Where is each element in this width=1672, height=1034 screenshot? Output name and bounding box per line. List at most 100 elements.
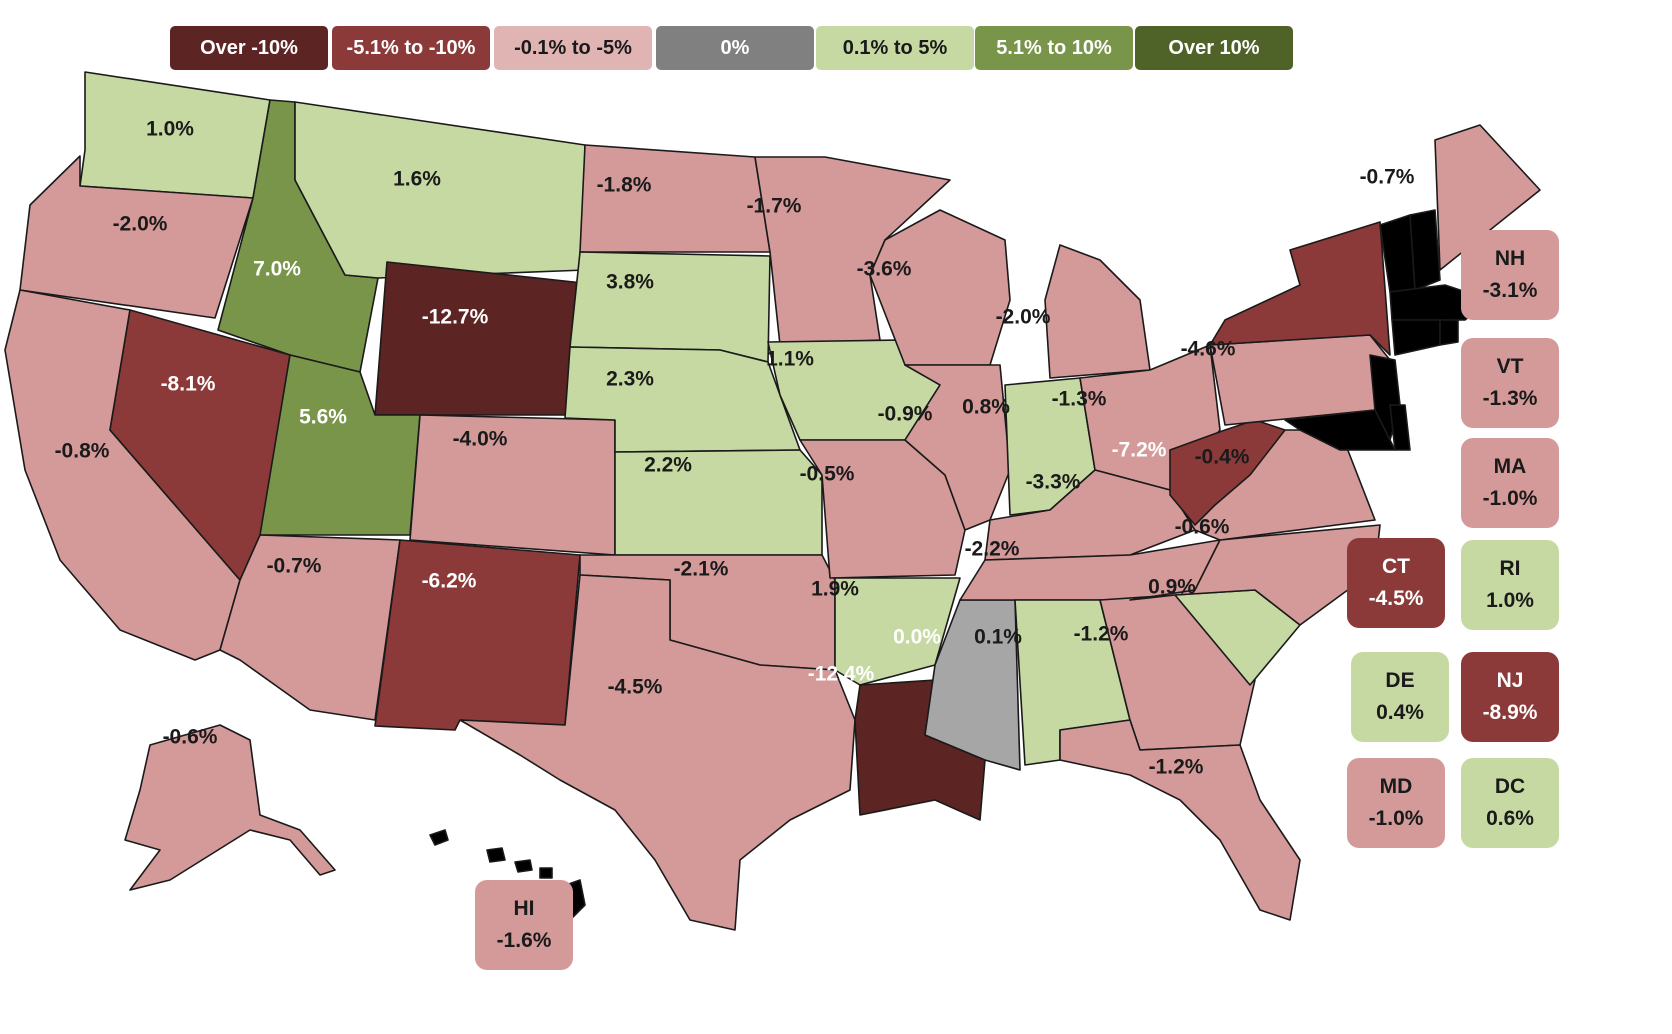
legend-label: -0.1% to -5%: [514, 36, 632, 59]
callout-value: 0.4%: [1376, 701, 1424, 724]
callout-state-code: CT: [1382, 555, 1410, 578]
callout-HI: HI -1.6%: [475, 880, 573, 970]
callout-state-code: NJ: [1496, 669, 1524, 692]
state-value-TX: -4.5%: [608, 676, 663, 699]
legend-chip-6: Over 10%: [1135, 26, 1293, 70]
state-ND: [579, 144, 771, 253]
state-value-KY: -3.3%: [1026, 471, 1081, 494]
state-value-CO: -4.0%: [453, 428, 508, 451]
state-value-NY: -7.2%: [1220, 270, 1275, 293]
state-value-PA: -4.6%: [1181, 338, 1236, 361]
legend-chip-4: 0.1% to 5%: [816, 26, 974, 70]
state-value-SC: 0.9%: [1148, 576, 1196, 599]
state-value-SD: 3.8%: [606, 271, 654, 294]
state-value-ID: 7.0%: [253, 258, 301, 281]
state-MD: [1284, 409, 1396, 451]
state-value-AL: 0.1%: [974, 626, 1022, 649]
state-value-OH: -1.3%: [1052, 388, 1107, 411]
callout-state-code: NH: [1494, 247, 1526, 270]
callout-value: -4.5%: [1368, 587, 1424, 610]
legend-label: Over -10%: [200, 36, 298, 59]
state-DE: [1389, 404, 1411, 451]
state-value-AZ: -0.7%: [267, 555, 322, 578]
callout-state-code: DC: [1494, 775, 1526, 798]
state-value-VA: -0.4%: [1195, 446, 1250, 469]
state-value-KS: 2.2%: [644, 454, 692, 477]
callout-state-code: DE: [1385, 669, 1415, 692]
state-value-NE: 2.3%: [606, 368, 654, 391]
state-NH: [1409, 209, 1441, 291]
state-value-NC: -0.6%: [1175, 516, 1230, 539]
callout-value: 1.0%: [1486, 589, 1534, 612]
callout-state-code: VT: [1496, 355, 1524, 378]
callout-state-code: HI: [513, 897, 535, 920]
state-value-FL: -1.2%: [1149, 756, 1204, 779]
state-TX: [459, 574, 856, 931]
state-value-AR: 1.9%: [811, 578, 859, 601]
legend-chip-2: -0.1% to -5%: [494, 26, 652, 70]
state-SD: [569, 251, 771, 363]
state-IL: [904, 364, 1011, 531]
state-value-OK: -2.1%: [674, 558, 729, 581]
state-VT: [1379, 214, 1416, 293]
state-OR: [19, 155, 254, 319]
callout-state-code: MD: [1379, 775, 1413, 798]
state-FL: [1059, 719, 1301, 921]
callout-MA: MA -1.0%: [1461, 438, 1559, 528]
state-value-MT: 1.6%: [393, 168, 441, 191]
callout-NH: NH -3.1%: [1461, 230, 1559, 320]
callout-value: -3.1%: [1482, 279, 1538, 302]
callout-state-code: RI: [1499, 557, 1521, 580]
state-value-UT: 5.6%: [299, 406, 347, 429]
state-value-IA: 1.1%: [766, 348, 814, 371]
state-NM: [374, 539, 581, 731]
state-WV: [1169, 419, 1286, 526]
callout-RI: RI 1.0%: [1461, 540, 1559, 630]
state-ME: [1434, 124, 1541, 271]
state-AR: [834, 577, 961, 686]
state-value-WA: 1.0%: [146, 118, 194, 141]
state-value-IL: -0.9%: [878, 403, 933, 426]
state-value-MI: -2.0%: [996, 306, 1051, 329]
state-value-WY: -12.7%: [422, 306, 489, 329]
state-value-ND: -1.8%: [597, 174, 652, 197]
state-value-IN: 0.8%: [962, 396, 1010, 419]
state-value-MS: 0.0%: [893, 626, 941, 649]
state-WI: [869, 209, 1011, 366]
legend-label: 5.1% to 10%: [996, 36, 1112, 59]
state-value-WV: -7.2%: [1112, 439, 1167, 462]
callout-VT: VT -1.3%: [1461, 338, 1559, 428]
state-MI: [1044, 244, 1151, 379]
callout-value: -1.0%: [1482, 487, 1538, 510]
legend-label: Over 10%: [1168, 36, 1260, 59]
legend-label: -5.1% to -10%: [346, 36, 476, 59]
state-value-NV: -8.1%: [161, 373, 216, 396]
state-value-NM: -6.2%: [422, 570, 477, 593]
legend-label: 0.1% to 5%: [842, 36, 948, 59]
callout-value: -8.9%: [1482, 701, 1538, 724]
state-KS: [614, 449, 823, 556]
state-NY: [1209, 221, 1391, 356]
state-value-WI: -3.6%: [857, 258, 912, 281]
state-CT: [1391, 319, 1441, 356]
state-value-OR: -2.0%: [113, 213, 168, 236]
callout-value: 0.6%: [1486, 807, 1534, 830]
state-value-GA: -1.2%: [1074, 623, 1129, 646]
state-value-MN: -1.7%: [747, 195, 802, 218]
callout-value: -1.3%: [1482, 387, 1538, 410]
legend-chip-3: 0%: [656, 26, 814, 70]
state-value-TN: -2.2%: [965, 538, 1020, 561]
state-value-MO: -0.5%: [800, 463, 855, 486]
state-CO: [409, 414, 616, 556]
callout-MD: MD -1.0%: [1347, 758, 1445, 848]
callout-DC: DC 0.6%: [1461, 758, 1559, 848]
state-WY: [374, 261, 584, 416]
legend-chip-0: Over -10%: [170, 26, 328, 70]
callout-DE: DE 0.4%: [1351, 652, 1449, 742]
state-value-CA: -0.8%: [55, 440, 110, 463]
callout-state-code: MA: [1493, 455, 1527, 478]
legend-chip-5: 5.1% to 10%: [975, 26, 1133, 70]
state-value-LA: -12.4%: [808, 663, 875, 686]
callout-CT: CT -4.5%: [1347, 538, 1445, 628]
